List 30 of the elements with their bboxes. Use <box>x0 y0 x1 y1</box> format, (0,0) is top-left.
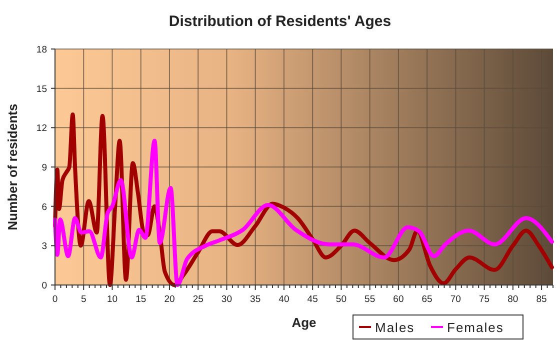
x-tick-label: 20 <box>164 294 175 305</box>
legend-label: Females <box>447 320 504 335</box>
x-axis-title: Age <box>292 315 316 330</box>
x-tick-label: 25 <box>192 294 204 305</box>
y-axis-title: Number of residents <box>5 104 20 230</box>
x-tick-label: 80 <box>508 294 518 305</box>
x-tick-label: 55 <box>364 294 376 305</box>
x-tick-label: 65 <box>422 294 432 305</box>
x-tick-label: 50 <box>336 294 346 305</box>
x-tick-label: 40 <box>278 294 290 305</box>
x-tick-label: 70 <box>450 294 461 305</box>
x-tick-label: 10 <box>106 294 118 305</box>
legend-label: Males <box>375 320 415 335</box>
x-tick-label: 5 <box>80 294 86 305</box>
chart-title: Distribution of Residents' Ages <box>168 13 392 30</box>
y-tick-label: 12 <box>36 123 47 134</box>
x-tick-label: 45 <box>307 294 318 305</box>
y-tick-label: 18 <box>36 44 47 56</box>
x-tick-label: 15 <box>136 294 146 305</box>
x-tick-label: 60 <box>393 294 404 305</box>
x-tick-label: 85 <box>536 294 547 305</box>
y-tick-label: 15 <box>36 84 47 95</box>
y-tick-label: 0 <box>42 280 47 292</box>
y-tick-label: 9 <box>42 162 47 174</box>
y-tick-label: 6 <box>42 202 47 213</box>
x-tick-label: 0 <box>52 294 58 305</box>
x-tick-label: 30 <box>221 294 232 305</box>
x-tick-label: 35 <box>250 294 261 305</box>
y-tick-label: 3 <box>42 241 47 252</box>
x-tick-label: 75 <box>479 294 490 305</box>
